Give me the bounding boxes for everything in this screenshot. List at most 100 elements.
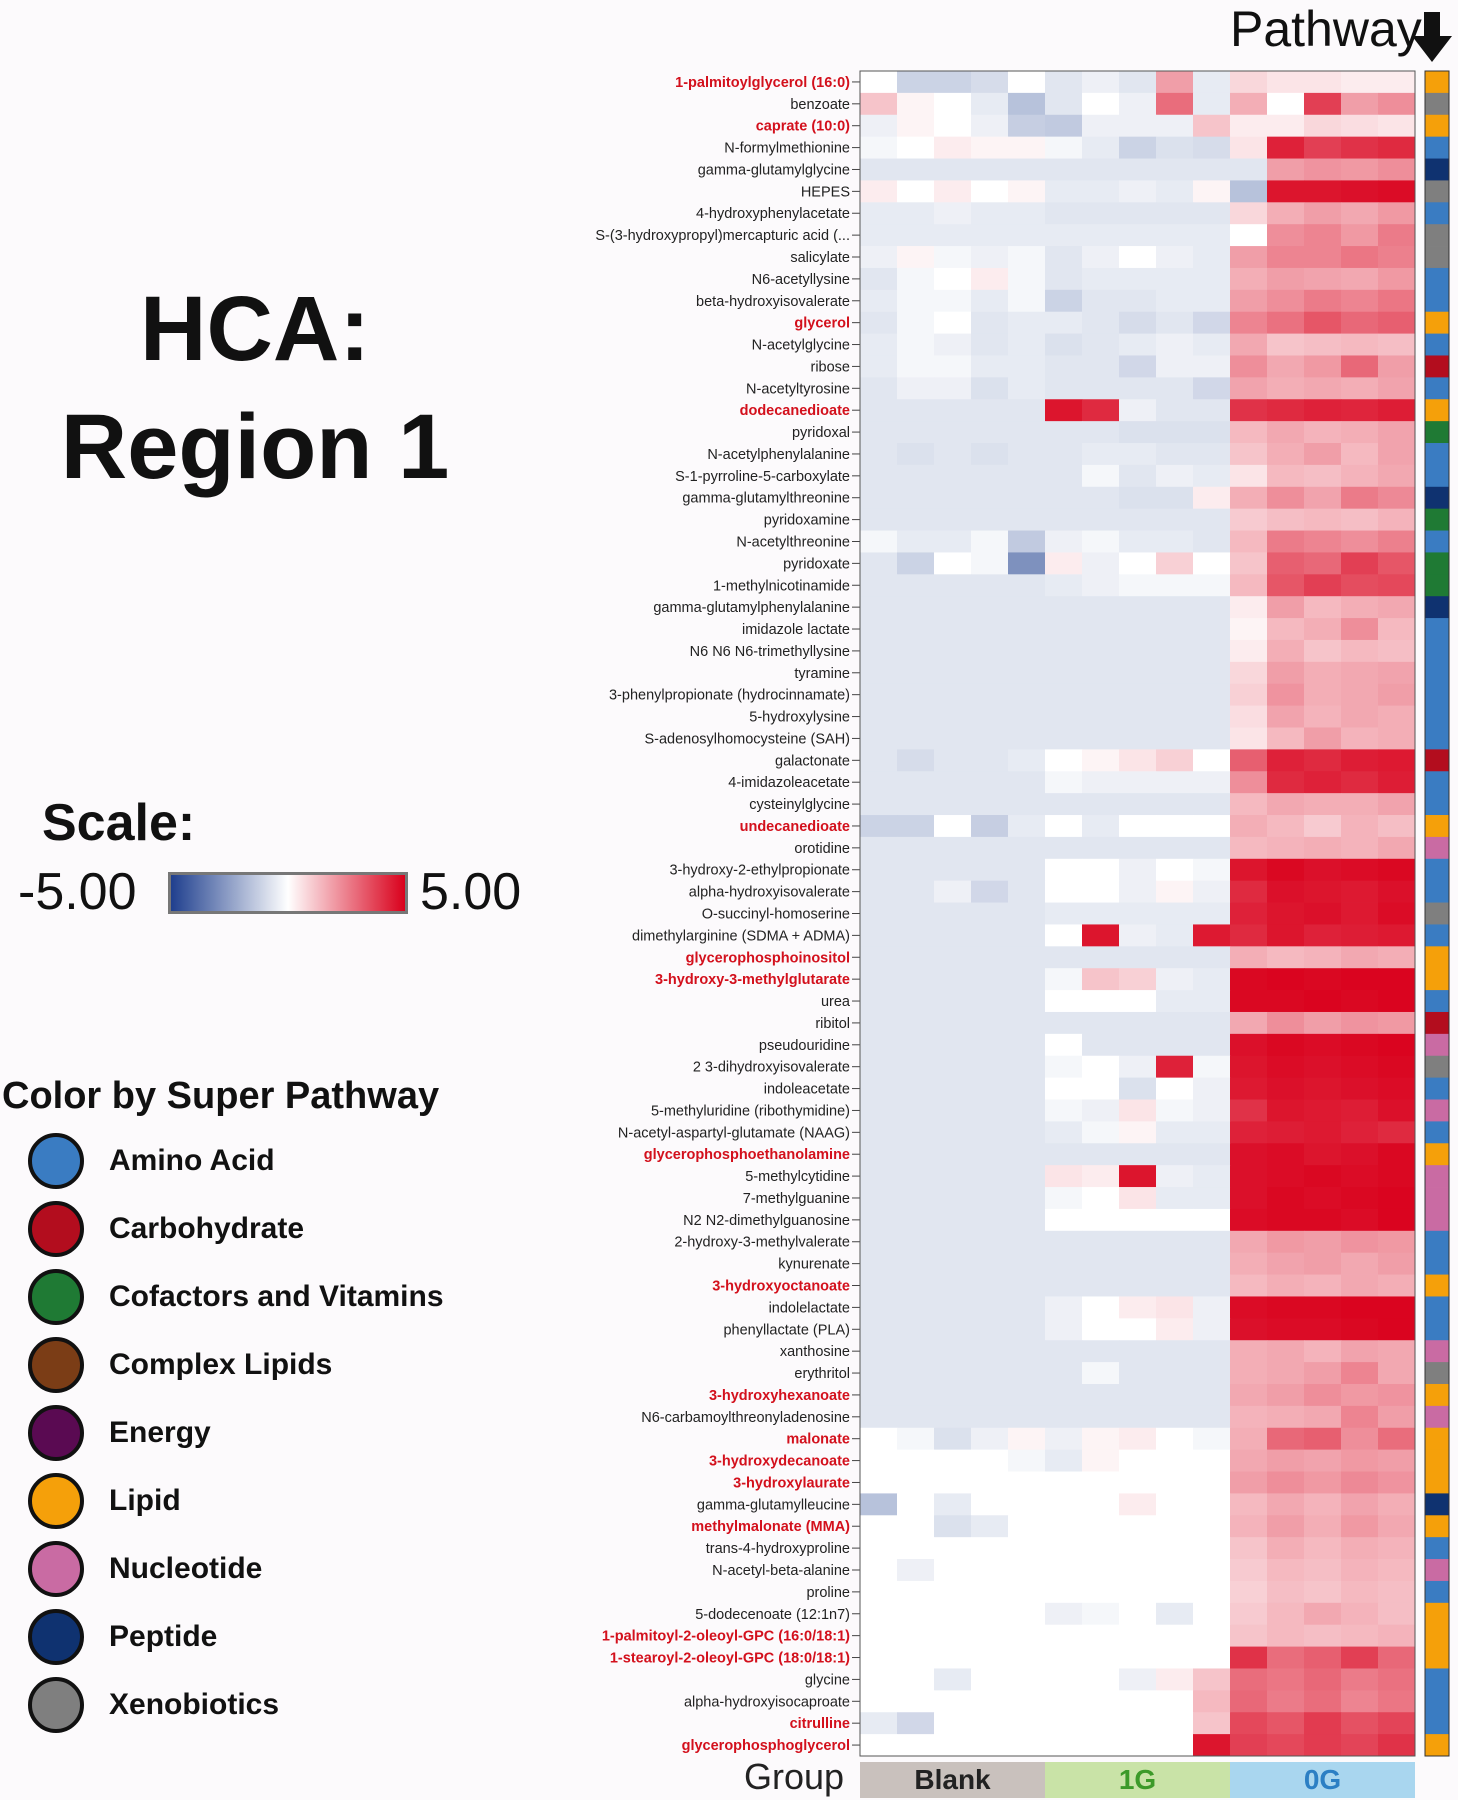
- legend-label: Complex Lipids: [109, 1348, 333, 1381]
- pathway-strip-cell: [1425, 793, 1449, 816]
- heatmap-cell: [1045, 1405, 1083, 1429]
- heatmap-cell: [860, 596, 898, 619]
- heatmap-cell: [1045, 661, 1083, 685]
- heatmap-cell: [1082, 1296, 1120, 1319]
- heatmap-cell: [1045, 1121, 1083, 1144]
- heatmap-cell: [1156, 815, 1194, 838]
- heatmap-cell: [1082, 924, 1120, 947]
- pathway-strip-cell: [1425, 1318, 1449, 1341]
- heatmap-cell: [1008, 705, 1046, 728]
- heatmap-cell: [1082, 158, 1120, 181]
- heatmap-cell: [1156, 968, 1194, 991]
- heatmap-cell: [1304, 1449, 1342, 1472]
- heatmap-cell: [1008, 1405, 1046, 1429]
- heatmap-cell: [860, 1077, 898, 1100]
- heatmap-cell: [1378, 1515, 1416, 1538]
- heatmap-cell: [1304, 1405, 1342, 1429]
- heatmap-cell: [1193, 1077, 1231, 1100]
- heatmap-cell: [860, 1405, 898, 1429]
- heatmap-cell: [1119, 377, 1157, 400]
- heatmap-cell: [1045, 946, 1083, 969]
- heatmap-cell: [1341, 1011, 1379, 1035]
- heatmap-cell: [1193, 464, 1231, 488]
- heatmap-cell: [1119, 114, 1157, 138]
- heatmap-cell: [860, 1362, 898, 1385]
- heatmap-cell: [1193, 1187, 1231, 1210]
- heatmap-cell: [1045, 968, 1083, 991]
- heatmap-cell: [1378, 858, 1416, 882]
- heatmap-cell: [1082, 880, 1120, 903]
- heatmap-cell: [1267, 1055, 1305, 1079]
- color-scale-bar: [168, 872, 408, 914]
- heatmap-cell: [1008, 486, 1046, 510]
- heatmap-cell: [860, 1143, 898, 1166]
- heatmap-cell: [971, 683, 1009, 707]
- heatmap-cell: [1341, 399, 1379, 422]
- heatmap-cell: [1341, 1559, 1379, 1582]
- heatmap-cell: [897, 574, 935, 597]
- heatmap-cell: [1082, 1471, 1120, 1494]
- heatmap-cell: [897, 793, 935, 816]
- heatmap-cell: [1230, 114, 1268, 138]
- heatmap-cell: [1008, 1362, 1046, 1385]
- heatmap-cell: [1378, 990, 1416, 1013]
- heatmap-cell: [1082, 1668, 1120, 1691]
- heatmap-cell: [897, 508, 935, 531]
- heatmap-cell: [1341, 464, 1379, 488]
- heatmap-cell: [1119, 1580, 1157, 1604]
- heatmap-cell: [1267, 1580, 1305, 1604]
- pathway-strip-cell: [1425, 1668, 1449, 1691]
- heatmap-cell: [934, 1515, 972, 1538]
- heatmap-cell: [1341, 1668, 1379, 1691]
- heatmap-cell: [1119, 224, 1157, 247]
- heatmap-cell: [934, 1734, 972, 1757]
- heatmap-cell: [1378, 180, 1416, 203]
- heatmap-cell: [1193, 1427, 1231, 1451]
- heatmap-cell: [1304, 399, 1342, 422]
- heatmap-cell: [1156, 902, 1194, 925]
- heatmap-cell: [860, 464, 898, 488]
- heatmap-cell: [1193, 224, 1231, 247]
- legend-swatch: [28, 1133, 84, 1189]
- heatmap-cell: [971, 1712, 1009, 1735]
- heatmap-cell: [1304, 1624, 1342, 1647]
- heatmap-cell: [1267, 136, 1305, 159]
- row-label: N-acetyl-beta-alanine: [712, 1563, 850, 1579]
- heatmap-cell: [1378, 771, 1416, 794]
- heatmap-cell: [1082, 1580, 1120, 1604]
- row-label: citrulline: [790, 1716, 850, 1732]
- heatmap-cell: [1230, 836, 1268, 860]
- heatmap-cell: [971, 464, 1009, 488]
- heatmap-cell: [1378, 1559, 1416, 1582]
- heatmap-cell: [1045, 377, 1083, 400]
- legend-label: Nucleotide: [109, 1552, 263, 1585]
- heatmap-cell: [934, 311, 972, 334]
- heatmap-cell: [897, 836, 935, 860]
- heatmap-cell: [1082, 1033, 1120, 1057]
- heatmap-cell: [1341, 683, 1379, 707]
- heatmap-cell: [860, 1099, 898, 1122]
- heatmap-cell: [1230, 990, 1268, 1013]
- heatmap-cell: [1119, 1099, 1157, 1122]
- heatmap-cell: [934, 1230, 972, 1254]
- heatmap-cell: [1119, 946, 1157, 969]
- heatmap-cell: [897, 158, 935, 181]
- heatmap-cell: [1230, 1230, 1268, 1254]
- legend-item-peptide: Peptide: [28, 1606, 217, 1668]
- heatmap-cell: [1193, 267, 1231, 291]
- heatmap-cell: [934, 158, 972, 181]
- heatmap: 1-palmitoylglycerol (16:0) benzoate caprat…: [595, 70, 1450, 1757]
- heatmap-cell: [1082, 1602, 1120, 1626]
- heatmap-cell: [1267, 1471, 1305, 1494]
- heatmap-cell: [1008, 136, 1046, 159]
- heatmap-cell: [1304, 990, 1342, 1013]
- heatmap-cell: [1267, 858, 1305, 882]
- row-label: kynurenate: [778, 1257, 850, 1273]
- heatmap-cell: [1341, 311, 1379, 334]
- heatmap-cell: [1008, 1011, 1046, 1035]
- heatmap-cell: [1230, 1471, 1268, 1494]
- heatmap-cell: [1230, 1143, 1268, 1166]
- heatmap-cell: [1341, 1318, 1379, 1341]
- heatmap-cell: [1156, 727, 1194, 750]
- heatmap-cell: [1304, 1668, 1342, 1691]
